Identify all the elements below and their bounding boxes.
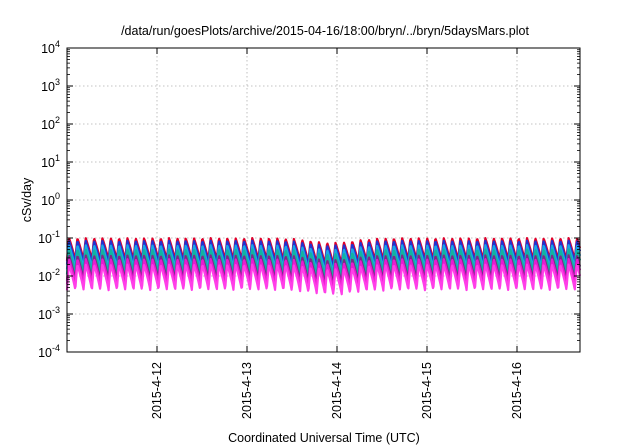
- series-lines: [65, 236, 582, 296]
- x-tick-label: 2015-4-16: [510, 362, 524, 419]
- y-tick-label: 103: [41, 77, 60, 94]
- x-axis: 2015-4-12 2015-4-13 2015-4-14 2015-4-15 2015…: [150, 48, 524, 419]
- y-tick-label: 10-2: [38, 267, 60, 284]
- y-tick-label: 101: [41, 153, 60, 170]
- series-line-7: [65, 263, 582, 296]
- x-tick-label: 2015-4-14: [330, 362, 344, 419]
- y-tick-label: 100: [41, 191, 60, 208]
- x-axis-label: Coordinated Universal Time (UTC): [228, 431, 420, 445]
- y-axis: 10-4 10-3 10-2 10-1 100 101 102 103 104: [38, 39, 580, 360]
- grid-lines: [67, 48, 580, 352]
- x-tick-label: 2015-4-12: [150, 362, 164, 419]
- y-tick-label: 102: [41, 115, 60, 132]
- x-tick-label: 2015-4-13: [240, 362, 254, 419]
- series-line-3: [65, 244, 582, 275]
- x-tick-label: 2015-4-15: [420, 362, 434, 419]
- series-line-4: [65, 248, 582, 280]
- y-axis-label: cSv/day: [20, 177, 34, 222]
- series-line-6: [65, 257, 582, 290]
- y-tick-label: 104: [41, 39, 60, 56]
- y-tick-label: 10-4: [38, 343, 60, 360]
- y-tick-label: 10-3: [38, 305, 60, 322]
- chart-title: /data/run/goesPlots/archive/2015-04-16/1…: [121, 24, 529, 38]
- y-tick-label: 10-1: [38, 229, 60, 246]
- series-line-2: [65, 239, 582, 270]
